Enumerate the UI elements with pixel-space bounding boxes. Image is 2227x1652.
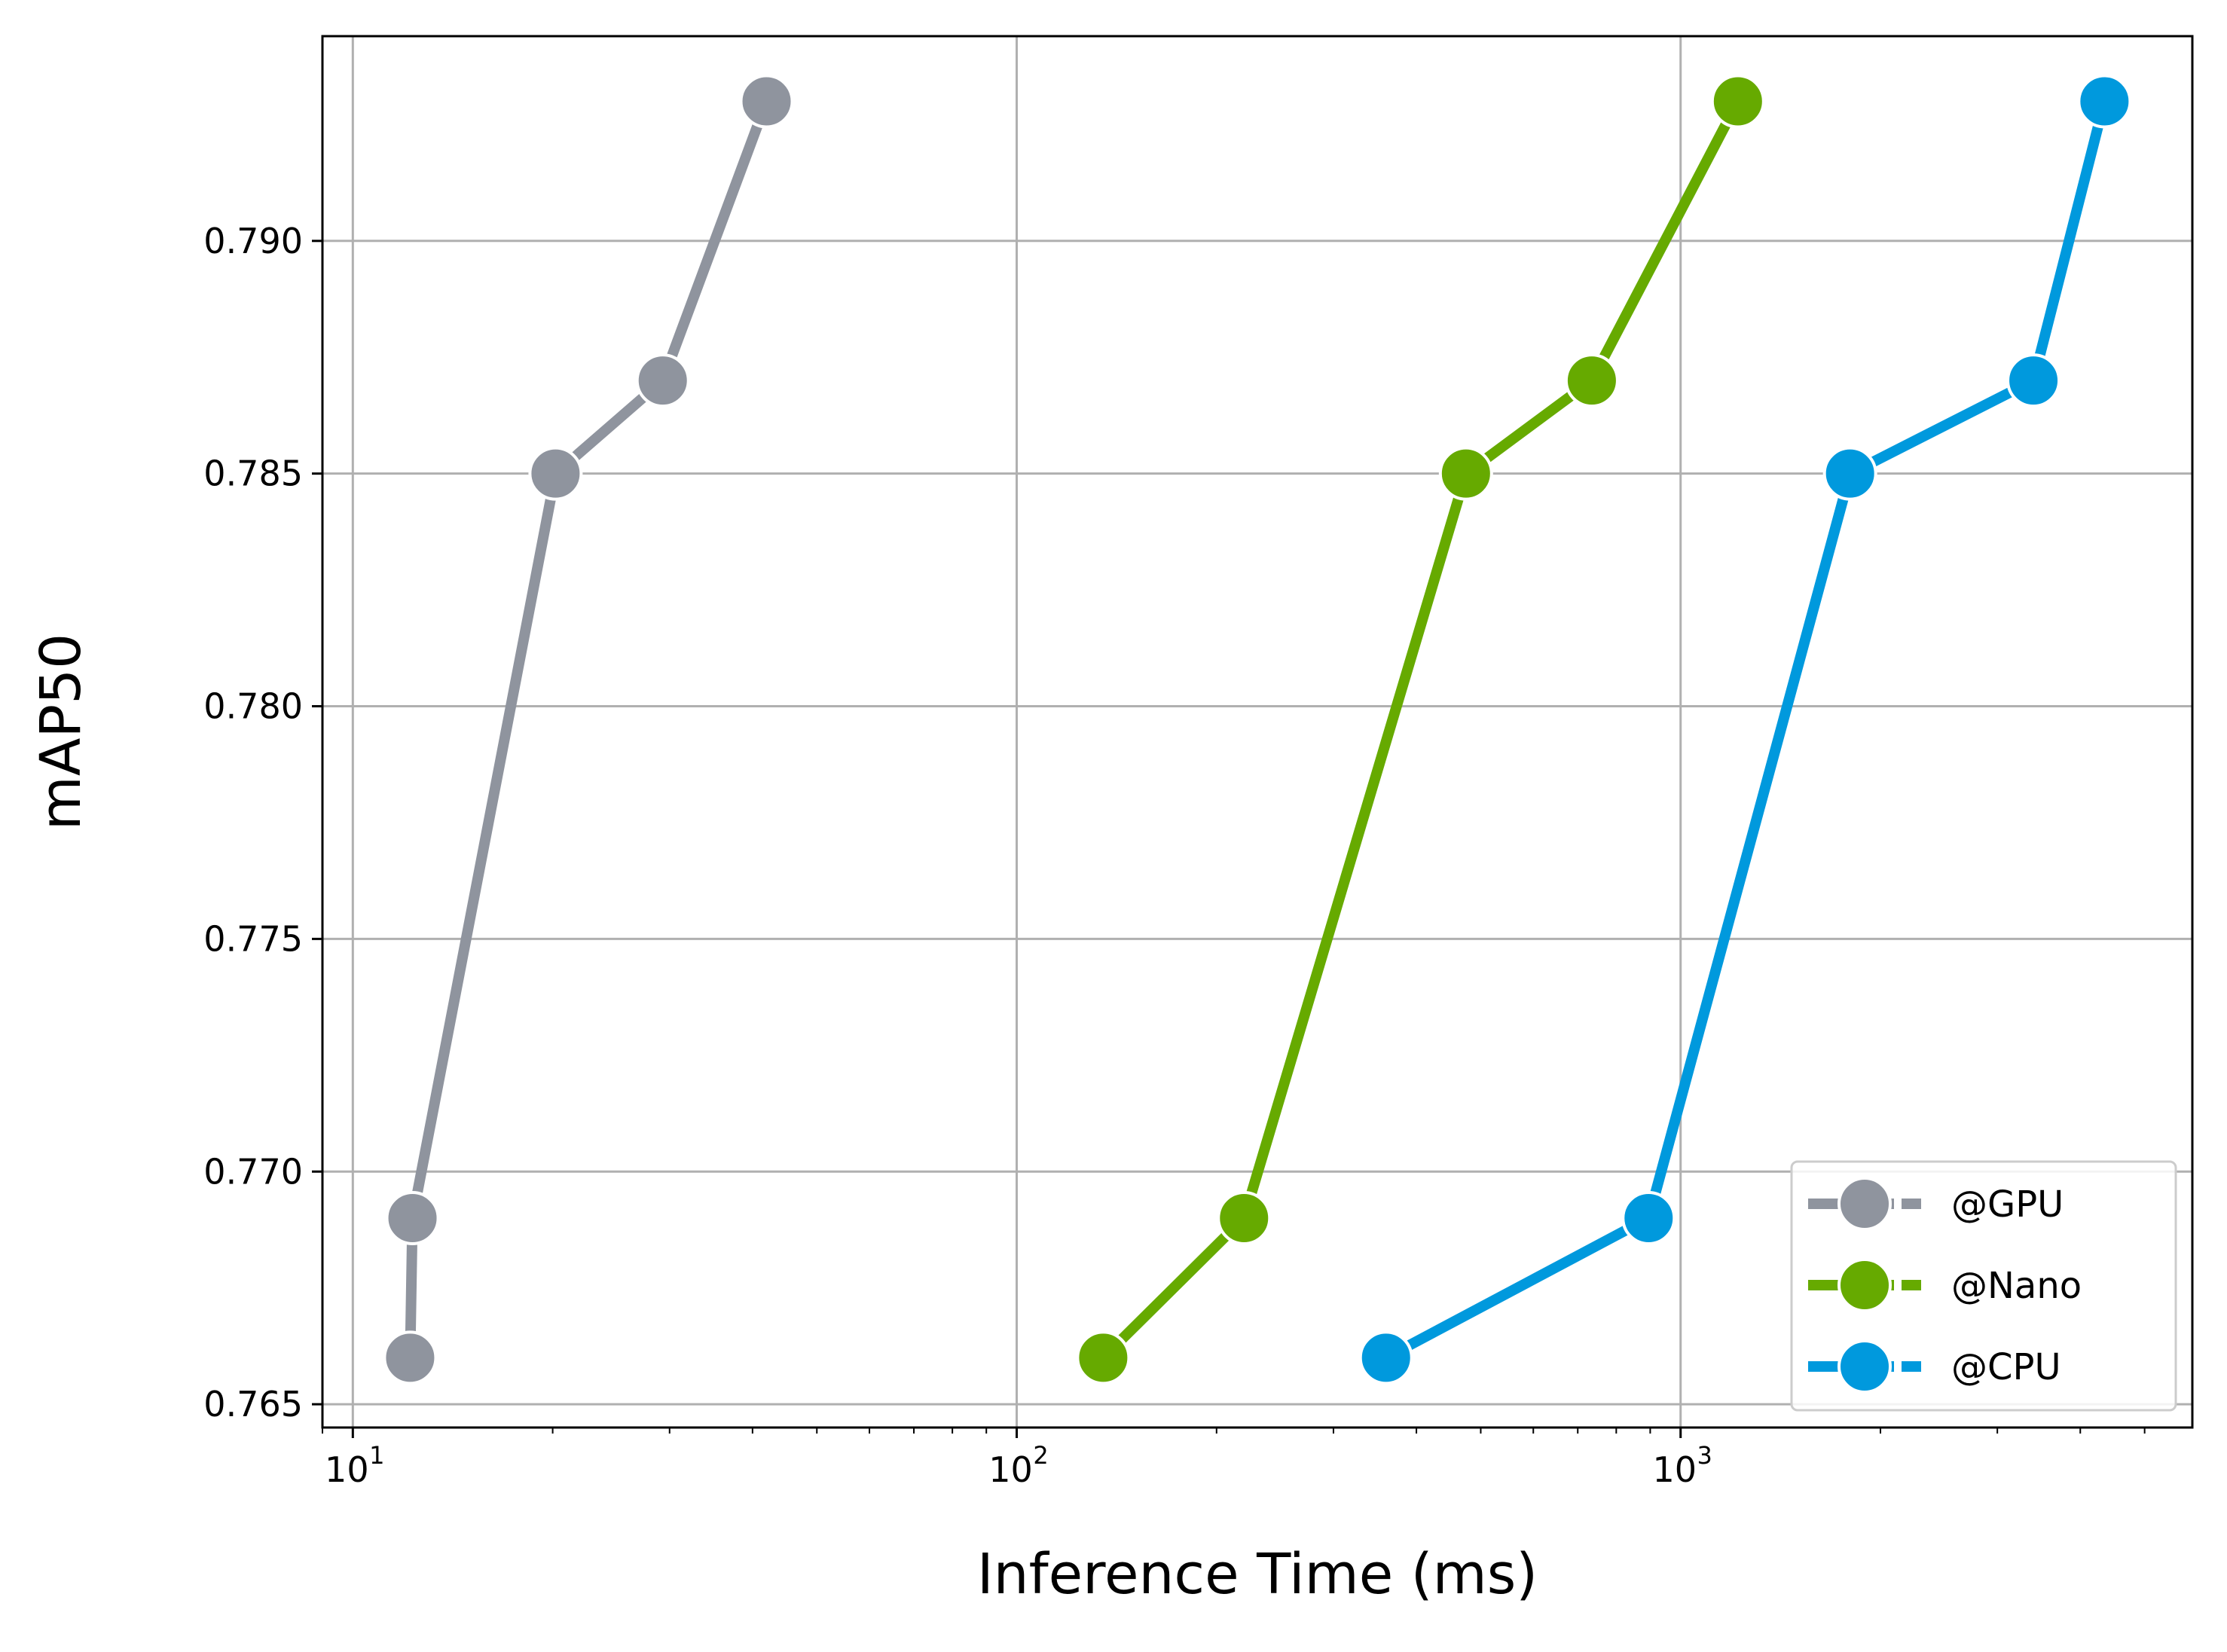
data-point <box>383 1330 438 1385</box>
x-tick-base: 10 <box>325 1449 369 1490</box>
y-tick-label: 0.765 <box>203 1384 303 1425</box>
legend-label: @Nano <box>1951 1265 2082 1307</box>
x-tick-base: 10 <box>988 1449 1033 1490</box>
x-tick-exponent: 1 <box>369 1441 384 1470</box>
data-point <box>739 74 794 129</box>
legend-frame <box>1790 1160 2177 1412</box>
x-tick-base: 10 <box>1652 1449 1697 1490</box>
plot-frame <box>321 35 2194 1429</box>
legend-label: @CPU <box>1951 1346 2061 1388</box>
series-layer <box>383 74 2132 1385</box>
data-point <box>1438 446 1493 501</box>
y-tick-label: 0.780 <box>203 686 303 727</box>
data-point <box>528 446 583 501</box>
data-point <box>1358 1330 1413 1385</box>
legend-swatch-marker <box>1838 1258 1892 1312</box>
data-point <box>1710 74 1765 129</box>
data-point <box>1621 1191 1676 1246</box>
legend-label: @GPU <box>1951 1183 2064 1226</box>
data-point <box>2006 353 2061 408</box>
data-point <box>635 353 690 408</box>
series-gpu <box>383 74 794 1385</box>
legend-swatch-marker <box>1838 1177 1892 1231</box>
y-tick-label: 0.785 <box>203 453 303 494</box>
y-tick-label: 0.770 <box>203 1151 303 1192</box>
x-tick-label: 10 2 <box>988 1441 1048 1490</box>
data-point <box>1564 353 1619 408</box>
x-axis-title: Inference Time (ms) <box>977 1542 1538 1607</box>
legend-item: @Nano <box>1808 1258 2082 1312</box>
legend-item: @GPU <box>1808 1177 2064 1231</box>
x-tick-label: 10 1 <box>325 1441 384 1490</box>
x-tick-label: 10 3 <box>1652 1441 1712 1490</box>
legend-item: @CPU <box>1808 1339 2061 1394</box>
data-point <box>385 1191 440 1246</box>
data-point <box>1822 446 1877 501</box>
x-tick-exponent: 2 <box>1033 1441 1048 1470</box>
data-point <box>1076 1330 1131 1385</box>
legend-swatch-marker <box>1838 1339 1892 1394</box>
y-tick-label: 0.790 <box>203 221 303 261</box>
y-axis-title: mAP50 <box>29 634 93 831</box>
series-cpu <box>1358 74 2132 1385</box>
y-tick-label: 0.775 <box>203 918 303 959</box>
legend: @GPU @Nano @CPU <box>1790 1160 2177 1412</box>
series-nano <box>1076 74 1765 1385</box>
x-tick-exponent: 3 <box>1697 1441 1712 1470</box>
data-point <box>1217 1191 1272 1246</box>
data-point <box>2077 74 2132 129</box>
